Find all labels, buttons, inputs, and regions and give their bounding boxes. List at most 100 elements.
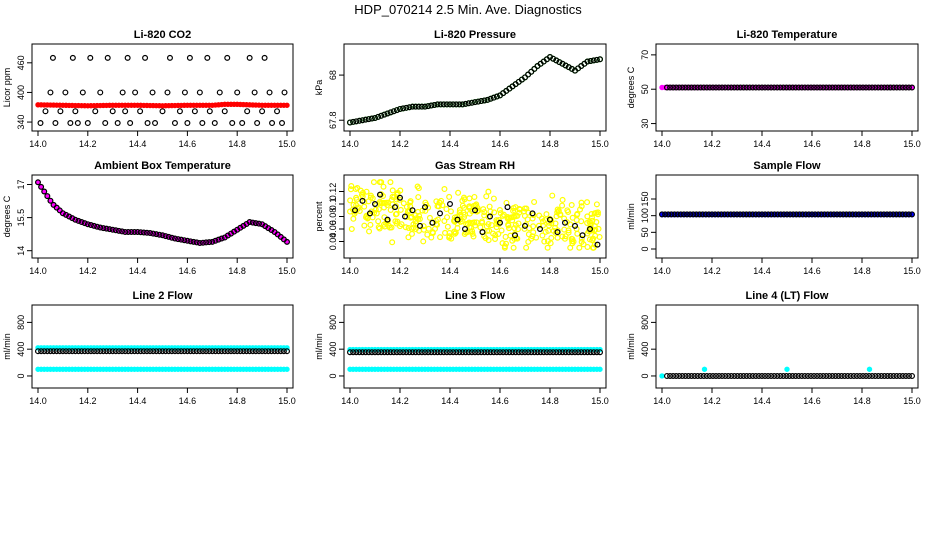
data-point <box>722 84 729 91</box>
data-point <box>459 197 466 204</box>
panel-grid: Li-820 CO2 14.0 14.2 14.4 14.6 14.8 15.0 340 400… <box>2 29 921 406</box>
data-point <box>437 210 444 217</box>
data-point <box>706 84 713 91</box>
data-point <box>824 211 831 218</box>
data-point <box>510 205 517 212</box>
data-point <box>758 84 765 91</box>
y-tick-label: 340 <box>16 115 26 130</box>
data-point <box>699 211 706 218</box>
data-point <box>412 349 419 356</box>
x-tick-label: 14.6 <box>803 266 821 276</box>
data-point <box>709 84 716 91</box>
y-tick-label: 0 <box>328 373 338 378</box>
data-point <box>593 56 600 63</box>
data-point <box>165 233 172 240</box>
data-point <box>550 349 557 356</box>
data-point <box>41 188 48 195</box>
data-point <box>387 349 394 356</box>
x-tick-label: 14.8 <box>853 396 871 406</box>
data-point <box>359 349 366 356</box>
y-tick-label: 0.08 <box>328 208 338 226</box>
x-tick-label: 14.2 <box>79 396 97 406</box>
data-point <box>490 94 497 101</box>
data-point <box>407 198 414 205</box>
data-point <box>234 89 241 96</box>
data-point <box>890 211 897 218</box>
data-point <box>465 349 472 356</box>
data-point <box>143 348 150 355</box>
data-point <box>428 102 435 109</box>
data-point <box>880 211 887 218</box>
data-point <box>181 89 188 96</box>
data-point <box>104 54 111 61</box>
data-point <box>475 98 482 105</box>
series-average <box>352 191 601 248</box>
data-point <box>212 237 219 244</box>
x-tick-label: 14.4 <box>753 266 771 276</box>
data-point <box>801 372 808 379</box>
data-point <box>579 232 586 239</box>
data-point <box>353 118 360 125</box>
data-point <box>428 234 435 241</box>
data-point <box>361 222 368 229</box>
data-point <box>87 348 94 355</box>
y-tick-label: 14 <box>16 246 26 256</box>
data-point <box>561 226 568 233</box>
data-point <box>184 348 191 355</box>
data-point <box>786 84 793 91</box>
data-point <box>392 204 399 211</box>
plot-frame <box>343 43 607 132</box>
data-point <box>908 84 915 91</box>
data-point <box>378 112 385 119</box>
data-point <box>743 372 750 379</box>
data-point <box>415 185 422 192</box>
data-point <box>106 226 113 233</box>
data-point <box>869 84 876 91</box>
data-point <box>221 108 228 115</box>
data-point <box>405 234 412 241</box>
data-point <box>765 211 772 218</box>
data-point <box>112 348 119 355</box>
data-point <box>875 372 882 379</box>
data-point <box>159 348 166 355</box>
series-average <box>663 372 915 379</box>
data-point <box>808 211 815 218</box>
data-point <box>206 108 213 115</box>
data-point <box>128 228 135 235</box>
data-point <box>872 372 879 379</box>
data-point <box>450 349 457 356</box>
data-point <box>162 233 169 240</box>
x-tick-label: 14.0 <box>341 396 359 406</box>
data-point <box>486 227 493 234</box>
data-point <box>227 348 234 355</box>
panel-title: Sample Flow <box>753 160 821 172</box>
data-point <box>875 84 882 91</box>
data-point <box>740 372 747 379</box>
data-point <box>367 210 374 217</box>
data-point <box>697 372 704 379</box>
data-point <box>853 372 860 379</box>
data-point <box>658 211 665 218</box>
data-point <box>796 211 803 218</box>
y-tick-label: 800 <box>640 315 650 330</box>
data-point <box>425 225 432 232</box>
x-tick-label: 14.6 <box>491 396 509 406</box>
data-point <box>721 211 728 218</box>
data-point <box>191 108 198 115</box>
data-point <box>493 349 500 356</box>
x-tick-label: 14.2 <box>703 139 721 149</box>
data-point <box>131 348 138 355</box>
data-point <box>132 89 139 96</box>
data-point <box>587 220 594 227</box>
data-point <box>569 236 576 243</box>
data-point <box>184 120 191 127</box>
data-point <box>66 213 73 220</box>
data-point <box>398 221 405 228</box>
data-point <box>115 348 122 355</box>
data-point <box>234 348 241 355</box>
data-point <box>175 236 182 243</box>
data-point <box>670 84 677 91</box>
data-point <box>262 348 269 355</box>
data-point <box>152 120 159 127</box>
data-point <box>902 84 909 91</box>
